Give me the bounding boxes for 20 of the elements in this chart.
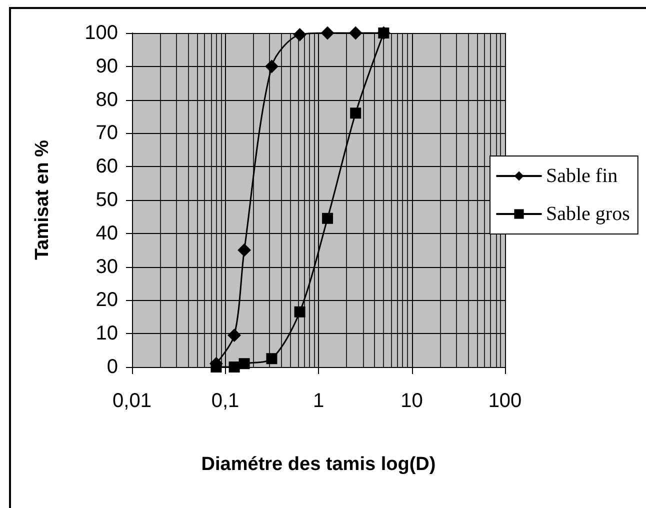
x-tick-label: 0,01: [112, 390, 152, 412]
y-tick-label: 90: [96, 55, 118, 78]
x-tick-label: 0,1: [211, 390, 240, 412]
y-tick-label: 50: [96, 189, 118, 211]
x-tick-label: 100: [488, 390, 522, 412]
legend-label: Sable fin: [546, 165, 618, 187]
y-tick-label: 80: [96, 88, 118, 111]
x-tick-label: 10: [400, 390, 423, 412]
y-tick-label: 60: [96, 156, 118, 178]
y-tick-label: 100: [84, 22, 118, 44]
y-tick-label: 10: [96, 322, 118, 345]
y-tick-label: 0: [106, 356, 118, 378]
y-tick-label: 30: [96, 256, 118, 278]
y-tick-label: 40: [96, 222, 118, 244]
y-tick-label: 70: [96, 122, 118, 144]
legend-label: Sable gros: [546, 203, 630, 225]
y-axis-title: Tamisat en %: [32, 140, 53, 260]
x-axis-title: Diamétre des tamis log(D): [201, 454, 436, 475]
y-tick-label: 20: [96, 289, 118, 312]
x-tick-label: 1: [312, 390, 324, 412]
